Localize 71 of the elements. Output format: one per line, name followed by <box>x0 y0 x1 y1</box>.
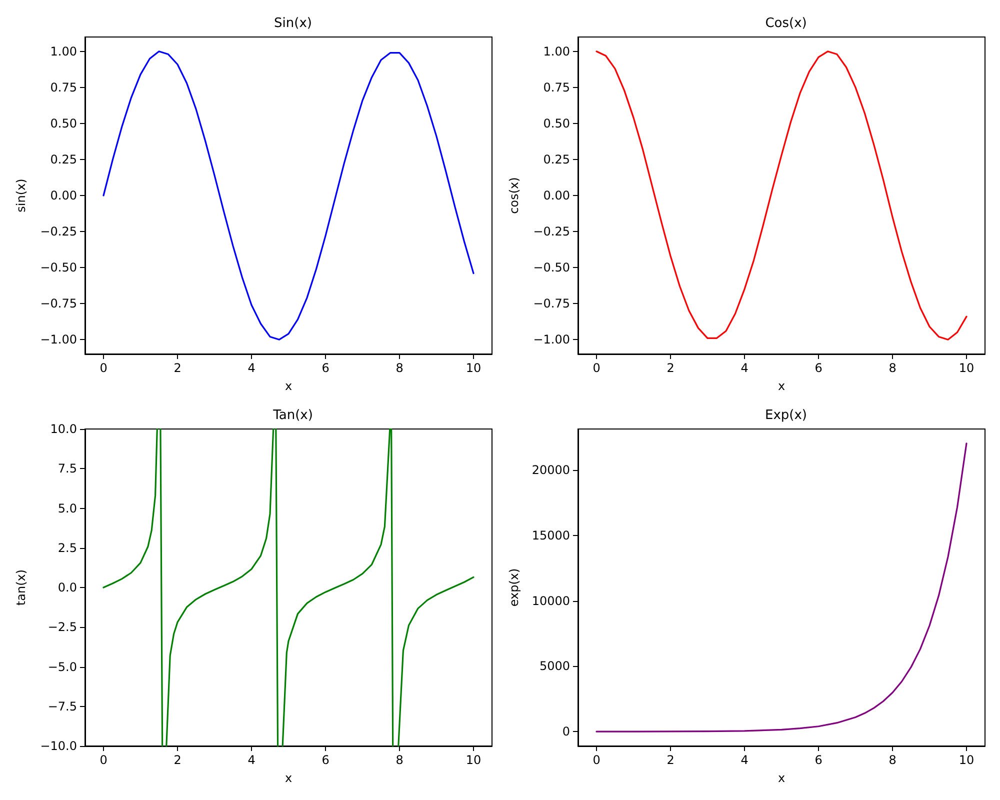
x-tick-label: 0 <box>592 753 600 767</box>
y-tick-label: 10000 <box>532 594 570 608</box>
x-tick-label: 0 <box>100 753 108 767</box>
y-tick-label: 10.0 <box>50 422 77 436</box>
y-tick-label: 0.75 <box>543 80 570 94</box>
y-tick-label: −10.0 <box>40 739 77 753</box>
y-axis-title: tan(x) <box>14 569 28 606</box>
y-tick-label: 0.00 <box>543 188 570 202</box>
y-axis-title: cos(x) <box>507 177 521 214</box>
x-axis-title: x <box>778 771 786 785</box>
x-tick-label: 6 <box>322 361 330 375</box>
y-tick-label: −0.25 <box>40 224 77 239</box>
y-tick-label: 20000 <box>532 462 570 477</box>
y-axis-title: exp(x) <box>507 568 521 607</box>
y-tick-label: 0.50 <box>50 116 77 130</box>
x-tick-label: 0 <box>592 361 600 375</box>
x-tick-label: 6 <box>814 753 822 767</box>
x-tick-label: 2 <box>174 753 182 767</box>
y-tick-label: −7.5 <box>48 699 77 714</box>
chart-title: Cos(x) <box>765 16 807 31</box>
x-tick-label: 2 <box>666 361 674 375</box>
x-tick-label: 10 <box>466 753 482 767</box>
x-tick-label: 8 <box>888 753 896 767</box>
y-tick-label: −0.75 <box>40 296 77 311</box>
y-tick-label: 2.5 <box>58 540 77 555</box>
y-tick-label: 15000 <box>532 528 570 542</box>
x-tick-label: 4 <box>740 753 748 767</box>
x-tick-label: 6 <box>814 361 822 375</box>
x-tick-label: 4 <box>248 753 256 767</box>
y-tick-label: 0.00 <box>50 188 77 202</box>
x-tick-label: 6 <box>322 753 330 767</box>
line-series <box>596 442 968 732</box>
chart-title: Exp(x) <box>765 408 807 423</box>
x-tick-label: 8 <box>396 361 404 375</box>
y-tick-label: −2.5 <box>48 620 77 634</box>
x-tick-label: 4 <box>740 361 748 375</box>
x-tick-label: 8 <box>888 361 896 375</box>
x-tick-label: 0 <box>100 361 108 375</box>
y-tick-label: −0.25 <box>533 224 570 239</box>
y-tick-label: 1.00 <box>50 44 77 58</box>
y-tick-label: 0.0 <box>58 580 77 594</box>
y-tick-label: −5.0 <box>48 660 77 674</box>
y-tick-label: −0.50 <box>533 260 570 275</box>
y-tick-label: 5.0 <box>58 501 77 516</box>
x-axis-title: x <box>778 379 786 393</box>
y-tick-label: 0.25 <box>543 152 570 166</box>
chart-title: Tan(x) <box>272 408 313 423</box>
y-tick-label: −0.50 <box>40 260 77 275</box>
x-tick-label: 10 <box>466 361 482 375</box>
line-series <box>102 50 474 340</box>
x-axis-title: x <box>284 379 292 393</box>
y-tick-label: 7.5 <box>58 462 77 476</box>
line-series <box>596 50 968 340</box>
y-tick-label: 0 <box>562 724 570 739</box>
x-tick-label: 10 <box>958 361 974 375</box>
x-tick-label: 2 <box>174 361 182 375</box>
x-tick-label: 4 <box>248 361 256 375</box>
x-tick-label: 2 <box>666 753 674 767</box>
chart-title: Sin(x) <box>274 16 312 31</box>
x-tick-label: 8 <box>396 753 404 767</box>
y-tick-label: −0.75 <box>533 296 570 311</box>
y-tick-label: 1.00 <box>543 44 570 58</box>
y-tick-label: 0.25 <box>50 152 77 166</box>
y-axis-title: sin(x) <box>14 178 28 212</box>
x-axis-title: x <box>284 771 292 785</box>
y-tick-label: −1.00 <box>40 332 77 347</box>
y-tick-label: 5000 <box>539 659 570 674</box>
y-tick-label: −1.00 <box>533 332 570 347</box>
y-tick-label: 0.75 <box>50 80 77 94</box>
x-tick-label: 10 <box>958 753 974 767</box>
y-tick-label: 0.50 <box>543 116 570 130</box>
